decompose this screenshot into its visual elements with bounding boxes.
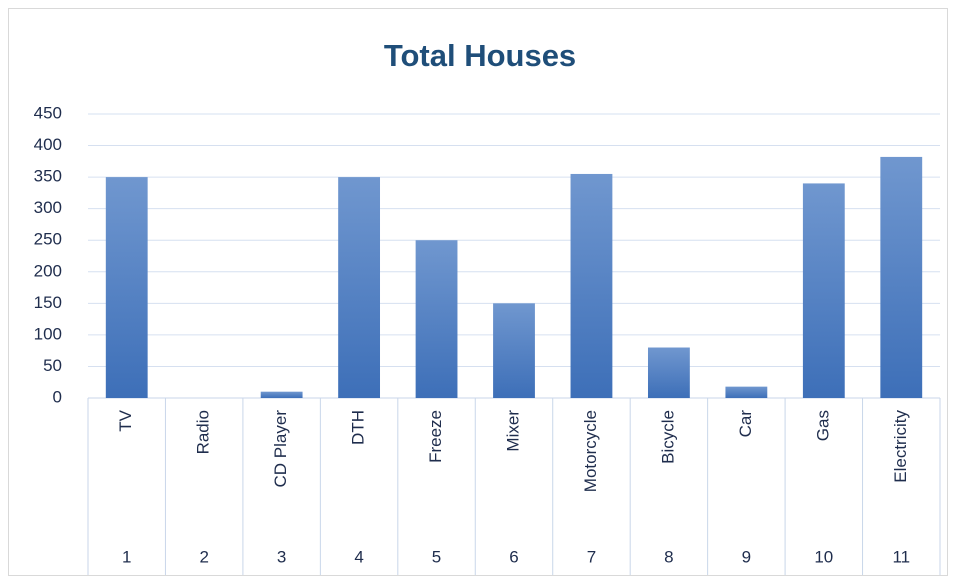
x-tick-label: Freeze	[426, 410, 445, 463]
x-tick-label: Mixer	[503, 410, 522, 452]
x-tick-label: Motorcycle	[581, 410, 600, 492]
x-tick-label: Bicycle	[658, 410, 677, 464]
x-category-number: 4	[354, 547, 363, 566]
bar	[415, 240, 458, 398]
x-tick-label: Electricity	[891, 410, 910, 483]
bar	[725, 386, 768, 398]
y-tick-label: 50	[43, 356, 62, 375]
y-tick-label: 300	[34, 198, 62, 217]
x-tick-label: Radio	[194, 410, 213, 454]
bar	[570, 173, 613, 398]
bar	[338, 177, 381, 398]
y-tick-label: 150	[34, 293, 62, 312]
x-category-number: 3	[277, 547, 286, 566]
x-category-number: 11	[892, 547, 910, 566]
x-category-number: 1	[122, 547, 131, 566]
x-category-number: 6	[509, 547, 518, 566]
y-tick-label: 100	[34, 324, 62, 343]
y-tick-label: 200	[34, 261, 62, 280]
y-tick-label: 350	[34, 167, 62, 186]
bar	[880, 156, 923, 398]
bar	[105, 177, 148, 398]
bar	[493, 303, 535, 398]
y-tick-label: 450	[34, 103, 62, 122]
x-category-number: 2	[199, 547, 208, 566]
x-category-number: 9	[742, 547, 751, 566]
x-tick-label: DTH	[349, 410, 368, 445]
x-category-number: 10	[814, 547, 833, 566]
bar	[260, 391, 303, 398]
bar	[802, 183, 845, 398]
chart-title: Total Houses	[384, 38, 576, 73]
x-tick-label: CD Player	[271, 410, 290, 488]
x-category-number: 5	[432, 547, 441, 566]
x-tick-label: Gas	[813, 410, 832, 441]
y-tick-label: 0	[53, 387, 62, 406]
x-tick-label: TV	[116, 409, 135, 431]
y-tick-label: 400	[34, 135, 62, 154]
y-tick-label: 250	[34, 230, 62, 249]
x-category-number: 8	[664, 547, 673, 566]
bar	[647, 347, 690, 398]
x-category-number: 7	[587, 547, 596, 566]
x-tick-label: Car	[736, 410, 755, 438]
